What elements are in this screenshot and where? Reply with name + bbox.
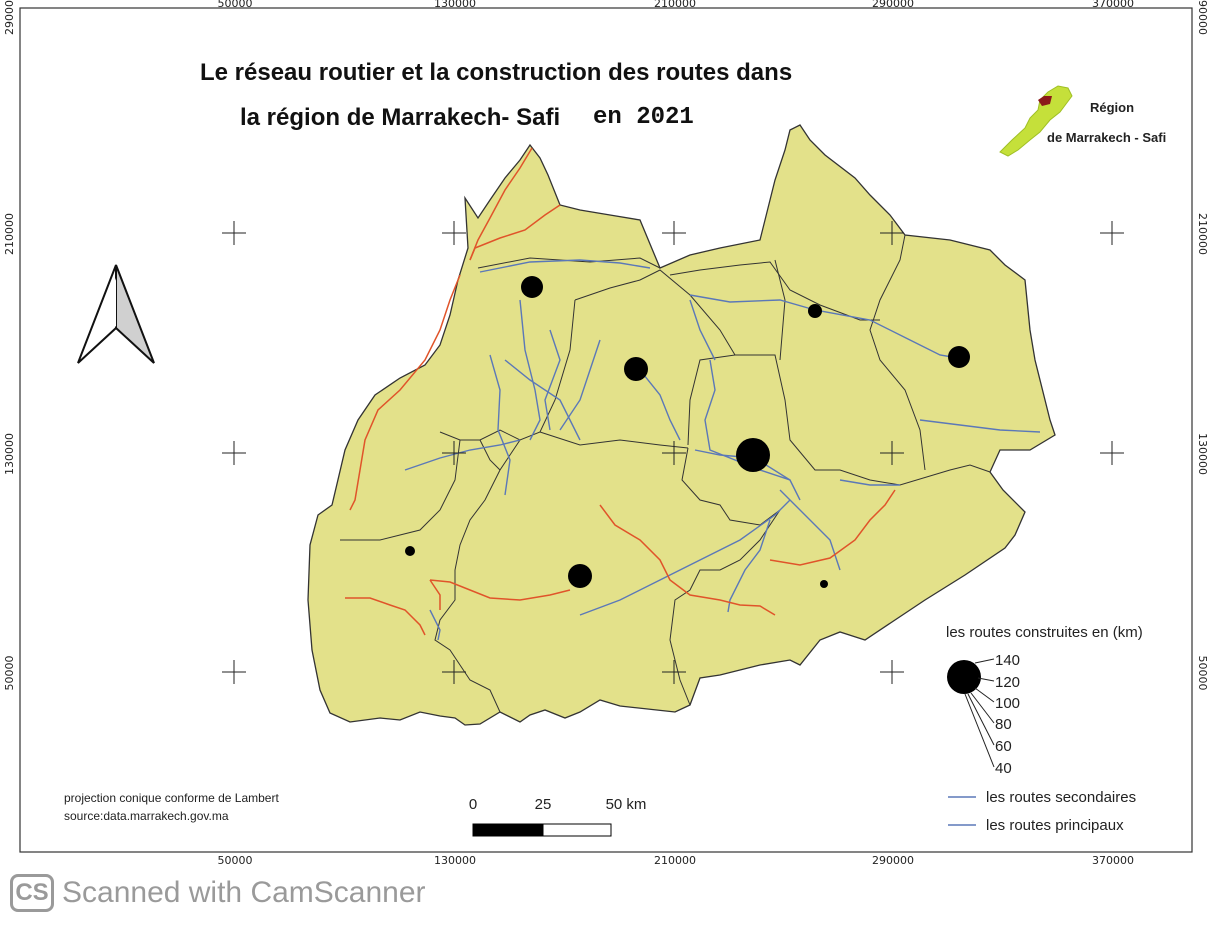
x-tick-top: 290000 bbox=[872, 0, 914, 10]
circle-east bbox=[948, 346, 970, 368]
legend-circle-value: 40 bbox=[995, 760, 1012, 777]
x-tick-top: 130000 bbox=[434, 0, 476, 10]
scale-label: 50 km bbox=[606, 796, 647, 813]
scale-bar: 0 25 50 km bbox=[469, 796, 647, 837]
graticule-crosses bbox=[222, 221, 1124, 684]
map-title-year: en 2021 bbox=[593, 104, 694, 131]
y-tick-right: 210000 bbox=[1196, 213, 1209, 255]
legend-circle-value: 60 bbox=[995, 738, 1012, 755]
circle-southeast bbox=[820, 580, 828, 588]
legend-roads: les routes secondaires les routes princi… bbox=[948, 789, 1136, 834]
legend-circle-value: 120 bbox=[995, 674, 1020, 691]
circle-center bbox=[736, 438, 770, 472]
legend-circle-value: 80 bbox=[995, 716, 1012, 733]
x-tick-top: 370000 bbox=[1092, 0, 1134, 10]
map-title-line2: la région de Marrakech- Safi bbox=[240, 104, 560, 131]
legend-secondary-label: les routes secondaires bbox=[986, 789, 1136, 806]
x-tick-top: 210000 bbox=[654, 0, 696, 10]
region-highlight bbox=[1038, 96, 1052, 106]
y-tick-left: 130000 bbox=[3, 433, 16, 475]
legend-circle-value: 140 bbox=[995, 652, 1020, 669]
y-tick-right: 50000 bbox=[1196, 656, 1209, 691]
scale-label: 0 bbox=[469, 796, 477, 813]
x-tick-bottom: 210000 bbox=[654, 854, 696, 867]
legend-circles-title: les routes construites en (km) bbox=[946, 624, 1143, 641]
circle-center-west bbox=[624, 357, 648, 381]
circle-south bbox=[568, 564, 592, 588]
inset-label-line1: Région bbox=[1090, 100, 1134, 115]
legend-circles: les routes construites en (km) 140 120 1… bbox=[946, 624, 1143, 777]
map-title-line1: Le réseau routier et la construction des… bbox=[200, 59, 792, 86]
morocco-silhouette bbox=[999, 85, 1073, 157]
camscanner-logo-icon: CS bbox=[10, 874, 54, 912]
inset-label-line2: de Marrakech - Safi bbox=[1047, 130, 1166, 145]
y-tick-left: 210000 bbox=[3, 213, 16, 255]
camscanner-watermark: CS Scanned with CamScanner bbox=[10, 872, 426, 914]
y-tick-left: 290000 bbox=[3, 0, 16, 35]
source-note: source:data.marrakech.gov.ma bbox=[64, 809, 229, 823]
camscanner-text: Scanned with CamScanner bbox=[62, 876, 426, 909]
legend-primary-label: les routes principaux bbox=[986, 817, 1124, 834]
legend-circle-large bbox=[947, 660, 981, 694]
y-tick-right: 290000 bbox=[1196, 0, 1209, 35]
x-tick-bottom: 290000 bbox=[872, 854, 914, 867]
proportional-circles bbox=[405, 276, 970, 588]
circle-north bbox=[521, 276, 543, 298]
circle-west bbox=[405, 546, 415, 556]
circle-northeast bbox=[808, 304, 822, 318]
inset-map: Région de Marrakech - Safi bbox=[999, 85, 1166, 157]
legend-circle-value: 100 bbox=[995, 695, 1020, 712]
scale-label: 25 bbox=[535, 796, 552, 813]
primary-roads bbox=[345, 147, 896, 636]
x-tick-top: 50000 bbox=[218, 0, 253, 10]
x-tick-bottom: 370000 bbox=[1092, 854, 1134, 867]
x-tick-bottom: 130000 bbox=[434, 854, 476, 867]
north-arrow-icon bbox=[77, 264, 155, 364]
region-outline bbox=[307, 124, 1056, 726]
projection-note: projection conique conforme de Lambert bbox=[64, 791, 279, 805]
y-tick-left: 50000 bbox=[3, 656, 16, 691]
y-tick-right: 130000 bbox=[1196, 433, 1209, 475]
x-tick-bottom: 50000 bbox=[218, 854, 253, 867]
